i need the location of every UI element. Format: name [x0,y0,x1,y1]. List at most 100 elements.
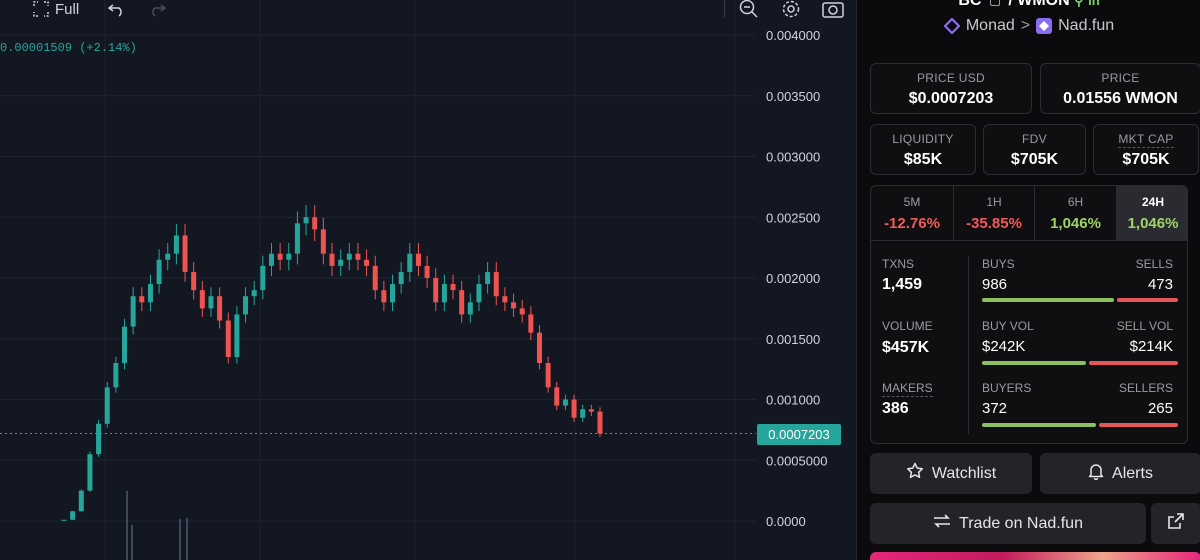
tab-1h[interactable]: 1H -35.85% [954,186,1035,241]
tab-24h-change: 1,046% [1127,215,1179,232]
settings-button[interactable] [780,0,802,20]
candle-body [485,271,491,285]
pair-chain-route: Monad > Nad.fun [857,17,1200,35]
candle-body [139,296,145,303]
mkt-cap-value: $705K [1122,151,1170,168]
buy-vol-ratio-bar [982,361,1086,365]
price-chart-area[interactable]: 0.004000 0.003500 0.003000 0.002500 0.002000… [0,0,856,560]
tab-6h[interactable]: 6H 1,046% [1035,186,1117,241]
candle-body [554,387,560,406]
tab-1h-label: 1H [986,195,1002,209]
sellers-label: SELLERS [1118,381,1173,395]
candle-body [502,296,508,303]
redo-button[interactable] [146,0,168,20]
tab-6h-label: 6H [1067,195,1084,209]
candle-body [268,253,274,266]
fdv-label: FDV [1022,132,1047,146]
candle-body [260,265,266,291]
candle-body [372,265,378,291]
mkt-cap-label: MKT CAP [1118,132,1174,148]
candle-body [528,314,534,333]
makers-value: 386 [882,400,909,417]
zoom-search-button[interactable] [738,0,760,20]
candle-body [519,308,525,315]
candle-body [433,278,439,303]
y-tick-label: 0.0005000 [766,453,827,468]
tab-5m[interactable]: 5M -12.76% [871,186,954,241]
price-usd-value: $0.0007203 [908,90,994,107]
trade-button[interactable]: Trade on Nad.fun [870,503,1146,544]
sells-label: SELLS [1135,257,1173,271]
y-tick-label: 0.001000 [766,393,820,408]
alerts-label: Alerts [1112,464,1153,482]
fdv-card: FDV $705K [983,124,1086,175]
candle-body [182,235,188,272]
timeframe-stats-box: 5M -12.76% 1H -35.85% 6H 1,046% 24H 1,04… [870,185,1188,444]
dex-name[interactable]: Nad.fun [1058,17,1115,34]
candle-body [70,511,76,520]
liquidity-value: $85K [903,151,943,168]
buys-label: BUYS [982,257,1015,271]
sell-vol-ratio-bar [1089,361,1178,365]
candle-body [571,399,577,418]
undo-icon [106,0,128,20]
candle-body [320,229,326,254]
current-price-label: 0.0007203 [757,424,841,445]
fullscreen-label: Full [55,0,80,18]
sellers-ratio-bar [1099,423,1178,427]
volume-bar [179,519,181,560]
fdv-value: $705K [1010,151,1059,168]
candle-body [147,284,153,303]
redo-icon [146,0,168,20]
alerts-button[interactable]: Alerts [1040,453,1200,494]
buyers-value: 372 [982,400,1008,417]
sell-vol-label: SELL VOL [1116,319,1173,333]
copy-icon[interactable] [989,0,1000,7]
candle-body [346,253,352,260]
buy-vol-label: BUY VOL [982,319,1034,333]
promo-banner-image[interactable] [870,552,1200,560]
candle-body [251,290,257,297]
undo-button[interactable] [106,0,128,20]
candle-body [476,284,482,303]
tab-1h-change: -35.85% [966,215,1022,232]
price-native-label: PRICE [1101,71,1140,85]
candle-body [441,284,447,303]
screenshot-button[interactable] [822,0,844,20]
buy-vol-value: $242K [982,338,1026,355]
fullscreen-button[interactable]: Full [30,0,79,20]
candle-body [217,296,223,321]
makers-label: MAKERS [882,381,933,397]
price-native-value: 0.01556 WMON [1063,90,1178,107]
candle-body [104,387,110,424]
tab-24h[interactable]: 24H 1,046% [1117,186,1187,241]
y-tick-label: 0.002000 [766,271,820,286]
txns-label: TXNS [882,257,915,271]
price-chart[interactable]: 0.004000 0.003500 0.003000 0.002500 0.002000… [0,0,856,560]
candle-body [390,284,396,303]
y-tick-label: 0.003500 [766,89,820,104]
buys-value: 986 [982,276,1008,293]
price-native-card: PRICE 0.01556 WMON [1040,63,1200,114]
candle-body [493,271,499,297]
candle-body [355,253,361,260]
watchlist-button[interactable]: Watchlist [870,453,1032,494]
buyers-ratio-bar [982,423,1096,427]
tab-6h-change: 1,046% [1050,215,1101,232]
candle-body [338,259,344,266]
y-tick-label: 0.004000 [766,28,820,43]
candle-body [191,271,197,291]
candle-body [545,363,551,388]
y-tick-label: 0.003000 [766,150,820,165]
external-link-button[interactable] [1151,503,1200,544]
candle-body [225,320,231,357]
settings-gear-icon [780,0,802,20]
sell-vol-value: $214K [1129,338,1173,355]
y-tick-label: 0.0000 [766,514,806,529]
chain-name[interactable]: Monad [965,17,1015,34]
base-symbol: BC [958,0,982,9]
candle-body [199,290,205,309]
volume-bar [131,525,133,560]
monad-logo-icon [943,18,960,34]
